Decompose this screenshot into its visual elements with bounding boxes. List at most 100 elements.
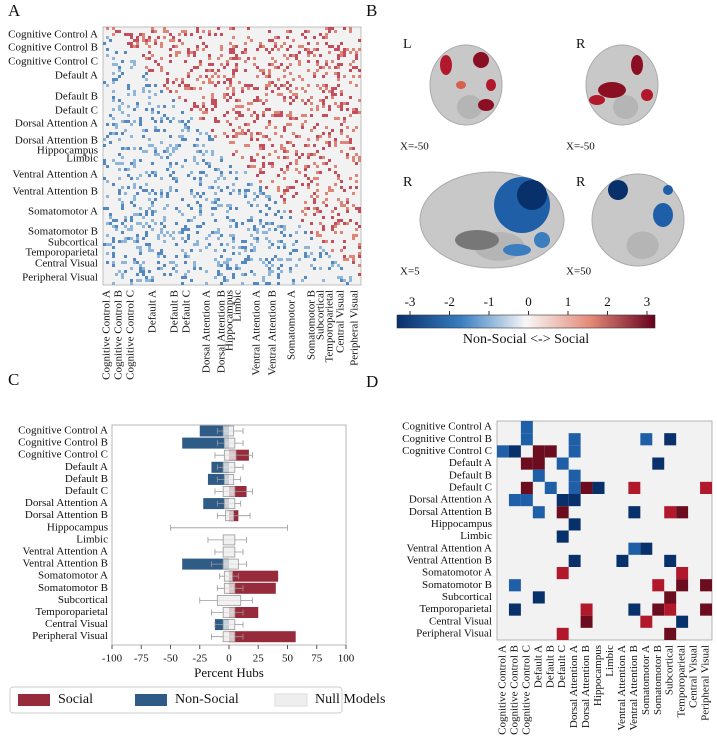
- matrix-cell: [160, 177, 163, 180]
- matrix-cell: [268, 261, 271, 264]
- matrix-cell: [277, 66, 280, 69]
- matrix-cell: [250, 183, 253, 186]
- matrix-cell: [274, 42, 277, 45]
- matrix-cell: [139, 279, 142, 282]
- matrix-cell: [286, 81, 289, 84]
- matrix-cell: [172, 171, 175, 174]
- matrix-cell: [268, 123, 271, 126]
- matrix-cell: [160, 45, 163, 48]
- matrix-cell: [265, 186, 268, 189]
- matrix-cell: [139, 147, 142, 150]
- matrix-cell: [136, 237, 139, 240]
- matrix-cell: [319, 222, 322, 225]
- row-label: Temporoparietal: [419, 603, 492, 615]
- matrix-cell: [298, 135, 301, 138]
- matrix-cell: [295, 264, 298, 267]
- matrix-cell: [217, 120, 220, 123]
- matrix-cell: [184, 261, 187, 264]
- matrix-cell: [235, 63, 238, 66]
- matrix-cell: [148, 84, 151, 87]
- column-label: Hippocampus: [224, 290, 236, 351]
- matrix-cell: [166, 81, 169, 84]
- matrix-cell: [181, 135, 184, 138]
- matrix-cell: [154, 42, 157, 45]
- row-label: Cognitive Control A: [402, 421, 492, 433]
- matrix-cell: [163, 150, 166, 153]
- matrix-cell: [301, 99, 304, 102]
- legend-label: Social: [58, 692, 93, 707]
- matrix-cell: [175, 243, 178, 246]
- matrix-cell: [256, 99, 259, 102]
- matrix-cell: [262, 144, 265, 147]
- matrix-cell: [148, 90, 151, 93]
- matrix-cell: [196, 150, 199, 153]
- matrix-cell: [229, 204, 232, 207]
- matrix-cell: [232, 141, 235, 144]
- matrix-cell: [280, 231, 283, 234]
- matrix-cell: [226, 111, 229, 114]
- matrix-cell: [211, 138, 214, 141]
- matrix-cell: [307, 186, 310, 189]
- matrix-cell: [310, 102, 313, 105]
- matrix-cell: [238, 111, 241, 114]
- matrix-cell: [310, 237, 313, 240]
- x-tick-label: 0: [226, 653, 232, 665]
- matrix-cell: [295, 180, 298, 183]
- matrix-cell: [181, 231, 184, 234]
- matrix-cell: [304, 201, 307, 204]
- matrix-cell: [340, 180, 343, 183]
- matrix-cell: [127, 147, 130, 150]
- matrix-cell: [187, 51, 190, 54]
- matrix-cell: [295, 249, 298, 252]
- matrix-cell: [268, 228, 271, 231]
- matrix-cell: [148, 36, 151, 39]
- matrix-cell: [322, 102, 325, 105]
- matrix-cell: [283, 192, 286, 195]
- matrix-cell: [145, 279, 148, 282]
- matrix-cell: [232, 90, 235, 93]
- matrix-cell: [151, 162, 154, 165]
- matrix-cell: [103, 243, 106, 246]
- matrix-cell: [226, 264, 229, 267]
- matrix-cell: [259, 99, 262, 102]
- matrix-cell: [181, 165, 184, 168]
- matrix-cell: [568, 554, 581, 567]
- matrix-cell: [151, 27, 154, 30]
- matrix-cell: [115, 273, 118, 276]
- matrix-cell: [196, 138, 199, 141]
- matrix-cell: [181, 282, 184, 285]
- matrix-cell: [283, 210, 286, 213]
- matrix-cell: [280, 225, 283, 228]
- matrix-cell: [349, 51, 352, 54]
- matrix-cell: [217, 75, 220, 78]
- matrix-cell: [580, 603, 593, 616]
- matrix-cell: [208, 138, 211, 141]
- matrix-cell: [289, 102, 292, 105]
- matrix-cell: [241, 132, 244, 135]
- matrix-cell: [268, 84, 271, 87]
- matrix-cell: [184, 276, 187, 279]
- bar: [229, 570, 279, 582]
- matrix-cell: [190, 33, 193, 36]
- matrix-cell: [328, 27, 331, 30]
- matrix-cell: [163, 27, 166, 30]
- matrix-cell: [313, 54, 316, 57]
- matrix-cell: [175, 180, 178, 183]
- y-tick-label: Ventral Attention A: [22, 546, 108, 558]
- row-label: Default C: [55, 105, 98, 117]
- column-label: Somatomotor B: [652, 645, 664, 715]
- matrix-cell: [274, 150, 277, 153]
- matrix-cell: [235, 111, 238, 114]
- matrix-cell: [223, 93, 226, 96]
- matrix-cell: [196, 225, 199, 228]
- activation-blob: [653, 203, 673, 227]
- matrix-cell: [319, 99, 322, 102]
- matrix-cell: [172, 267, 175, 270]
- matrix-cell: [220, 273, 223, 276]
- matrix-cell: [298, 63, 301, 66]
- matrix-cell: [142, 39, 145, 42]
- matrix-cell: [298, 51, 301, 54]
- matrix-cell: [355, 186, 358, 189]
- matrix-cell: [334, 66, 337, 69]
- matrix-cell: [217, 270, 220, 273]
